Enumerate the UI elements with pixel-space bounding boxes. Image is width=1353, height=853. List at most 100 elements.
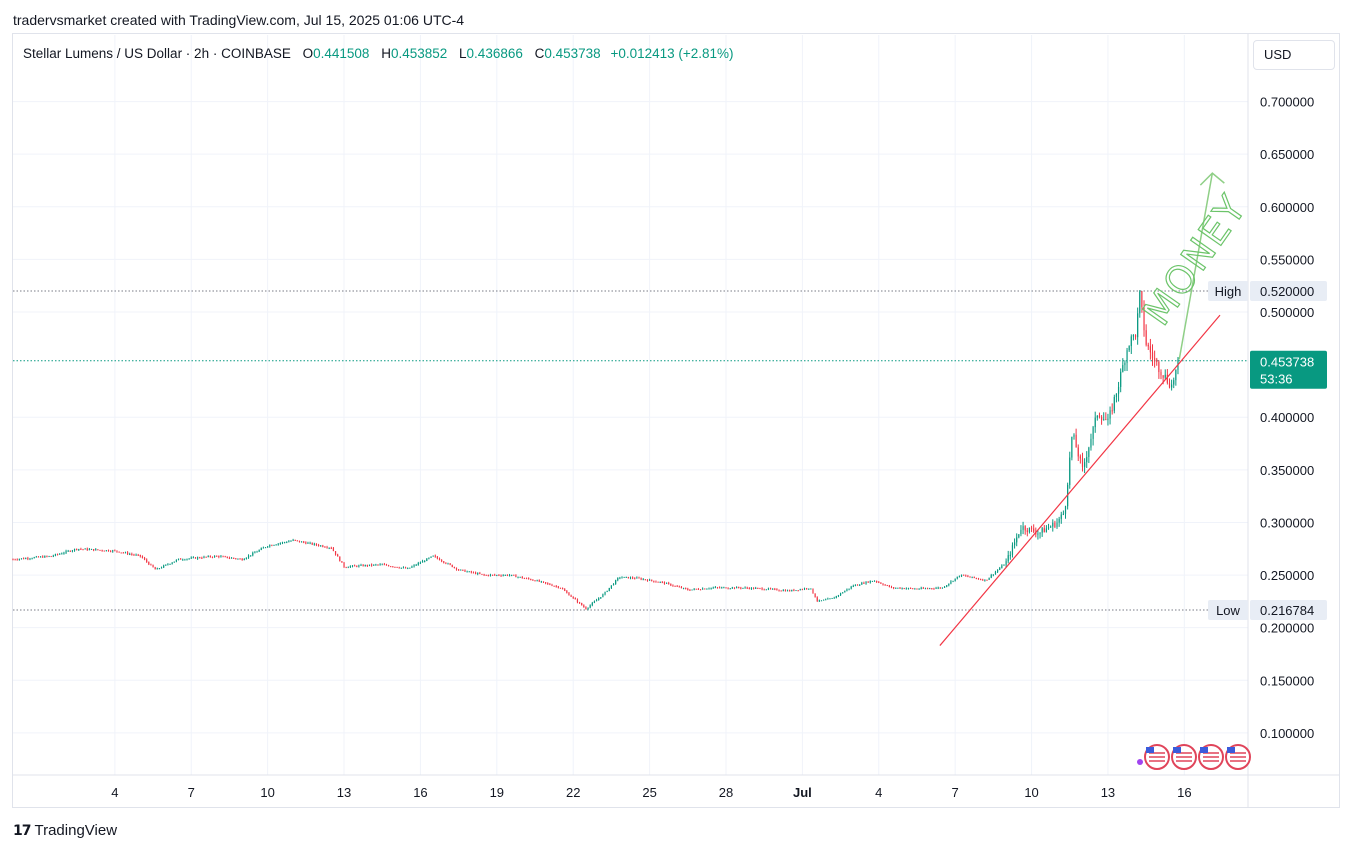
candle-body bbox=[553, 585, 555, 587]
candle-body bbox=[600, 597, 602, 599]
close-label: C bbox=[534, 46, 545, 61]
candle-body bbox=[816, 597, 818, 601]
candle-body bbox=[218, 555, 220, 558]
candle-body bbox=[485, 574, 487, 576]
candle-body bbox=[1092, 427, 1094, 439]
candle-body bbox=[156, 568, 158, 570]
candle-body bbox=[977, 578, 980, 580]
candle-body bbox=[831, 597, 833, 599]
candle-body bbox=[120, 552, 122, 554]
event-markers bbox=[1137, 744, 1251, 770]
candle-body bbox=[994, 571, 997, 575]
candle-body bbox=[967, 575, 969, 577]
candle-body bbox=[33, 557, 35, 559]
candle-body bbox=[366, 565, 368, 567]
currency-button[interactable]: USD bbox=[1253, 40, 1335, 70]
candle-body bbox=[396, 566, 398, 568]
candle-body bbox=[93, 549, 95, 551]
candle-body bbox=[999, 568, 1001, 570]
candle-body bbox=[899, 587, 901, 589]
candle-body bbox=[704, 588, 706, 590]
candle-body bbox=[808, 588, 810, 590]
candle-body bbox=[786, 590, 789, 592]
candle-body bbox=[528, 578, 530, 580]
footer-brand[interactable]: 𝟭𝟳 TradingView bbox=[13, 822, 117, 839]
candle-body bbox=[226, 556, 228, 558]
candle-body bbox=[629, 577, 632, 579]
candle-body bbox=[710, 587, 712, 589]
time-axis: 4 7 10 13 16 19 22 25 28 Jul 4 7 10 13 16 bbox=[13, 774, 1340, 800]
candle-body bbox=[23, 558, 25, 560]
candle-body bbox=[447, 563, 449, 565]
candle-body bbox=[192, 557, 194, 559]
candle-body bbox=[398, 567, 400, 569]
candle-body bbox=[415, 564, 417, 566]
candle-body bbox=[1026, 530, 1028, 532]
candle-body bbox=[472, 572, 475, 574]
candle-body bbox=[744, 587, 746, 589]
candle-body bbox=[1111, 410, 1113, 412]
symbol-title[interactable]: Stellar Lumens / US Dollar · 2h · COINBA… bbox=[23, 46, 291, 61]
candle-body bbox=[373, 564, 375, 566]
candle-body bbox=[441, 560, 443, 562]
candle-body bbox=[591, 602, 593, 606]
candle-body bbox=[1062, 513, 1064, 515]
candle-body bbox=[1171, 384, 1173, 388]
candle-body bbox=[339, 556, 341, 562]
flag-icon[interactable] bbox=[1137, 744, 1251, 770]
x-tick-label: 25 bbox=[642, 785, 656, 800]
candle-body bbox=[150, 564, 152, 566]
candle-body bbox=[1081, 458, 1084, 467]
candle-body bbox=[576, 599, 579, 603]
candle-body bbox=[997, 569, 999, 572]
candle-body bbox=[294, 539, 296, 541]
candle-body bbox=[1173, 380, 1175, 385]
candle-body bbox=[54, 554, 57, 556]
candle-body bbox=[39, 556, 42, 558]
candle-body bbox=[152, 564, 154, 568]
candle-body bbox=[638, 577, 640, 579]
candle-body bbox=[61, 553, 63, 555]
candle-body bbox=[385, 564, 388, 566]
candle-body bbox=[1077, 447, 1079, 457]
candle-body bbox=[842, 592, 844, 594]
candle-body bbox=[559, 587, 562, 589]
price-axis: 0.700000 0.650000 0.600000 0.550000 0.500000… bbox=[1208, 34, 1327, 808]
candle-body bbox=[84, 548, 86, 550]
candle-body bbox=[148, 561, 150, 565]
candle-body bbox=[1137, 313, 1139, 338]
candle-body bbox=[920, 587, 922, 589]
candle-body bbox=[107, 550, 110, 552]
candle-body bbox=[555, 586, 557, 588]
candle-body bbox=[549, 583, 551, 585]
candle-body bbox=[1007, 555, 1009, 562]
candle-body bbox=[905, 588, 907, 590]
candle-body bbox=[129, 553, 131, 555]
candle-body bbox=[260, 548, 262, 550]
candle-body bbox=[67, 550, 69, 552]
candle-body bbox=[963, 574, 965, 576]
trendline bbox=[939, 314, 1221, 646]
candle-body bbox=[595, 599, 598, 602]
candle-body bbox=[1143, 307, 1145, 331]
candle-body bbox=[525, 578, 528, 580]
candle-body bbox=[1122, 365, 1124, 372]
candle-body bbox=[731, 587, 733, 589]
candle-body bbox=[578, 602, 581, 604]
x-tick-label: 16 bbox=[1177, 785, 1191, 800]
candle-body bbox=[517, 576, 519, 578]
candle-body bbox=[390, 566, 392, 568]
candle-body bbox=[820, 600, 823, 602]
candle-body bbox=[646, 579, 649, 581]
candle-body bbox=[1030, 527, 1033, 529]
candle-body bbox=[1058, 518, 1060, 523]
candle-body bbox=[190, 557, 192, 559]
candle-body bbox=[615, 580, 617, 584]
candle-body bbox=[470, 571, 472, 573]
candle-body bbox=[886, 585, 888, 587]
candle-body bbox=[789, 590, 791, 592]
candle-body bbox=[1149, 346, 1151, 353]
candle-body bbox=[861, 582, 863, 585]
candle-body bbox=[184, 559, 186, 561]
